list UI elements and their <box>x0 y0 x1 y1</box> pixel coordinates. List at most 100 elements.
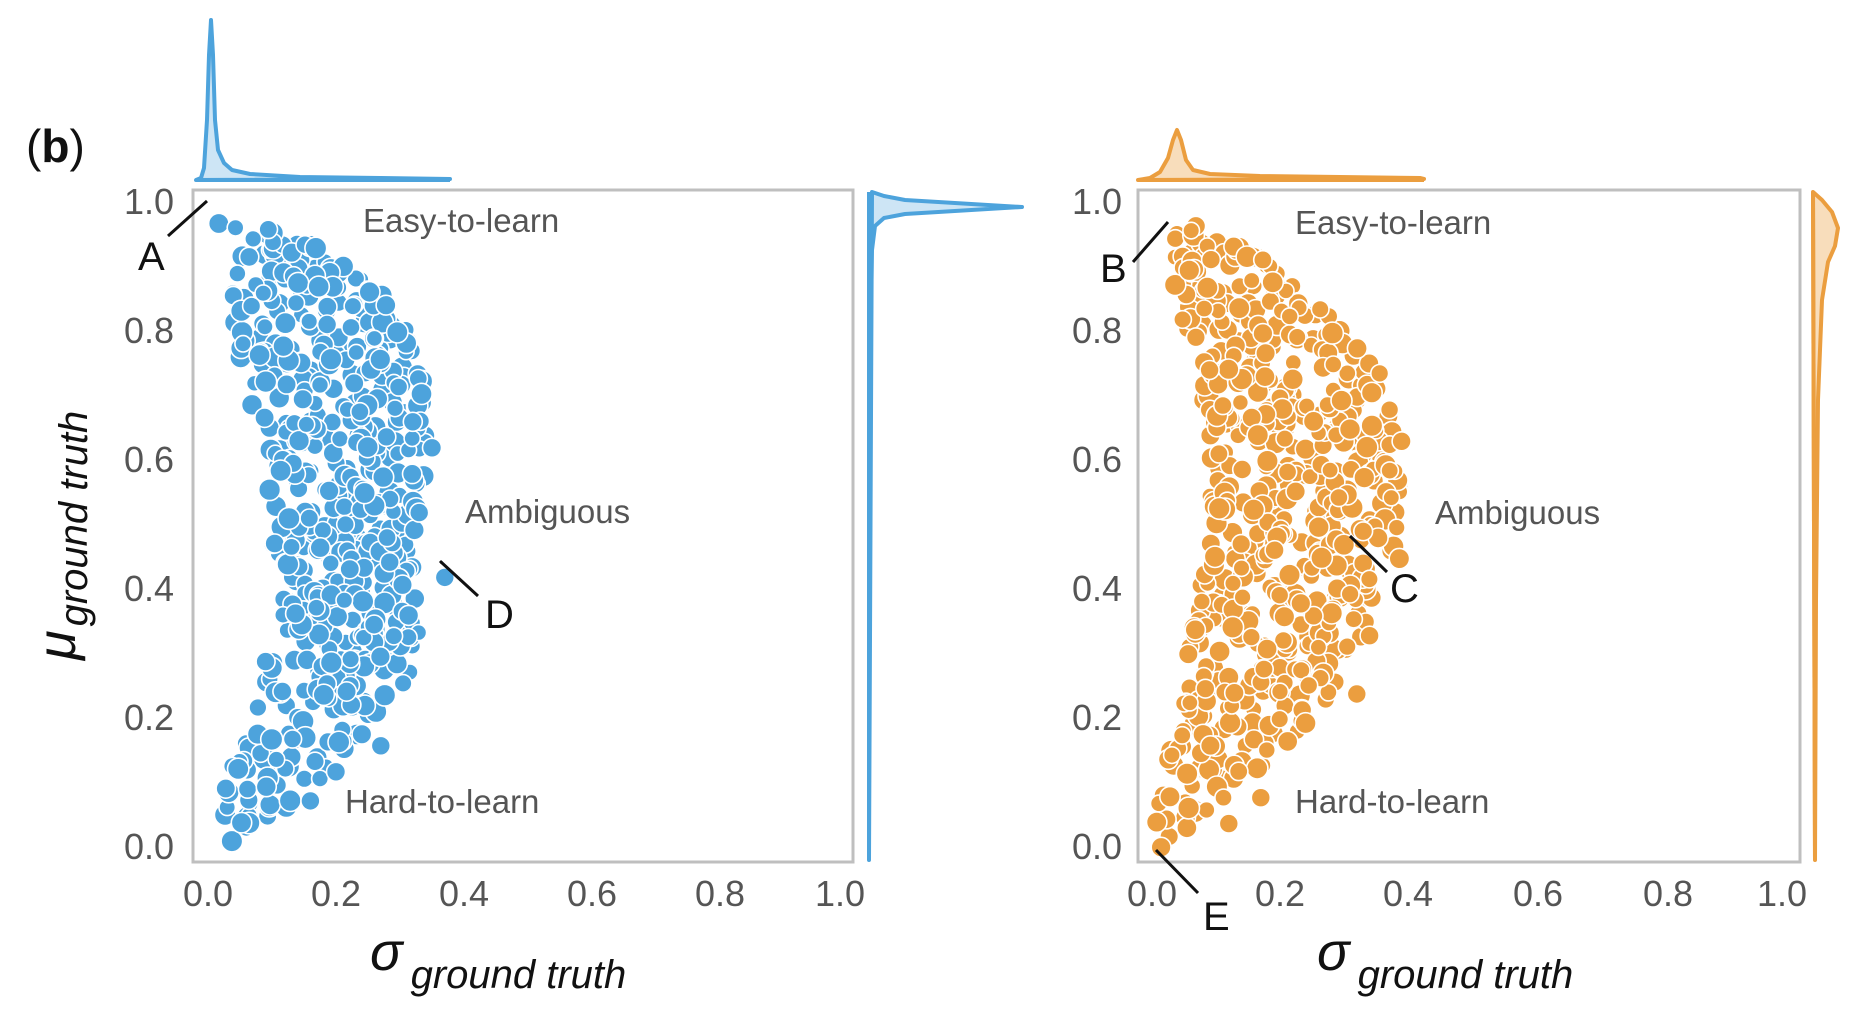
right-point <box>1223 682 1245 704</box>
right-region-label-hard: Hard-to-learn <box>1295 783 1489 820</box>
right-point <box>1199 359 1220 381</box>
left-y-axis-title: μground truth <box>27 411 96 662</box>
right-point <box>1269 585 1290 606</box>
left-point <box>277 506 301 531</box>
left-point <box>267 750 286 769</box>
left-point <box>307 275 331 299</box>
right-x-tick-label-4: 0.8 <box>1643 873 1693 914</box>
left-point <box>353 481 377 505</box>
right-point <box>1264 539 1285 561</box>
right-point <box>1382 488 1401 507</box>
left-x-tick-label-2: 0.4 <box>439 873 489 914</box>
left-point <box>272 681 293 702</box>
right-point <box>1228 761 1249 782</box>
left-point <box>335 514 356 535</box>
left-x-axis-title: σ ground truth <box>370 922 626 997</box>
left-point <box>248 697 268 718</box>
left-point <box>335 591 354 610</box>
left-point <box>286 293 306 313</box>
right-point <box>1388 547 1411 570</box>
left-point <box>349 401 370 422</box>
left-point <box>300 312 319 331</box>
left-point <box>258 793 282 816</box>
right-point <box>1391 430 1412 452</box>
right-callout-label-b: B <box>1100 247 1127 291</box>
right-y-tick-label-1: 0.2 <box>1072 697 1122 738</box>
left-point <box>369 645 392 668</box>
right-point <box>1177 643 1199 665</box>
left-x-tick-labels: 0.0 0.2 0.4 0.6 0.8 1.0 <box>183 873 865 914</box>
right-point <box>1197 800 1216 820</box>
right-point <box>1353 466 1376 489</box>
right-point <box>1176 796 1201 820</box>
left-point <box>281 537 301 557</box>
left-y-tick-label-2: 0.4 <box>124 568 174 609</box>
left-point <box>347 343 366 362</box>
right-point <box>1184 618 1207 641</box>
right-x-tick-labels: 0.0 0.2 0.4 0.6 0.8 1.0 <box>1127 873 1807 914</box>
right-point <box>1214 788 1233 808</box>
left-point <box>318 480 340 502</box>
left-point <box>259 727 284 752</box>
right-point <box>1163 273 1187 297</box>
right-plot-frame <box>1136 188 1802 864</box>
left-point <box>237 779 258 800</box>
right-point <box>1208 443 1229 464</box>
right-point <box>1257 740 1277 760</box>
left-right-marginal-density <box>867 190 1024 862</box>
left-point <box>351 723 373 745</box>
left-point <box>385 320 409 344</box>
left-x-tick-label-5: 1.0 <box>815 873 865 914</box>
right-point <box>1185 327 1207 348</box>
left-point <box>226 757 250 781</box>
left-point <box>220 829 244 853</box>
left-point <box>384 626 404 646</box>
right-point <box>1255 449 1279 473</box>
left-point <box>304 236 328 260</box>
right-point <box>1320 321 1345 345</box>
left-point <box>358 280 381 304</box>
right-point <box>1344 609 1364 629</box>
left-point <box>254 369 278 394</box>
right-point <box>1208 640 1232 663</box>
right-point <box>1360 414 1384 438</box>
left-point <box>319 347 343 371</box>
left-point <box>339 558 361 580</box>
left-callout-line-d-main <box>439 560 480 598</box>
right-point <box>1321 461 1340 480</box>
left-point <box>377 527 398 548</box>
left-point <box>330 429 350 449</box>
left-plot-frame <box>191 188 855 864</box>
left-region-label-ambiguous: Ambiguous <box>465 493 630 530</box>
right-point <box>1291 660 1311 680</box>
right-point <box>1223 574 1243 593</box>
right-point <box>1302 410 1325 433</box>
right-point <box>1330 389 1353 412</box>
right-point <box>1290 592 1312 615</box>
left-point <box>273 311 297 335</box>
right-point <box>1232 558 1251 578</box>
right-point <box>1355 435 1379 460</box>
right-point <box>1252 322 1274 345</box>
left-point <box>304 751 326 772</box>
left-point <box>351 589 375 614</box>
right-point <box>1359 625 1380 647</box>
left-point <box>385 399 405 418</box>
right-point <box>1227 296 1251 320</box>
left-point <box>369 348 392 371</box>
left-point <box>363 614 385 636</box>
right-point <box>1145 811 1168 834</box>
left-top-marginal-density <box>194 18 452 182</box>
left-point <box>215 777 237 799</box>
right-region-label-easy: Easy-to-learn <box>1295 204 1491 241</box>
left-point <box>238 246 260 268</box>
left-panel: 0.0 0.2 0.4 0.6 0.8 1.0 0.0 0.2 0.4 0.6 … <box>27 18 1024 997</box>
left-point <box>258 219 279 240</box>
right-callout-label-c: C <box>1390 567 1419 611</box>
right-right-marginal-density <box>1811 190 1840 862</box>
right-top-marginal-density <box>1136 128 1426 182</box>
right-point <box>1309 546 1334 570</box>
left-point <box>316 314 338 335</box>
left-point <box>300 790 321 812</box>
right-point <box>1231 393 1250 412</box>
